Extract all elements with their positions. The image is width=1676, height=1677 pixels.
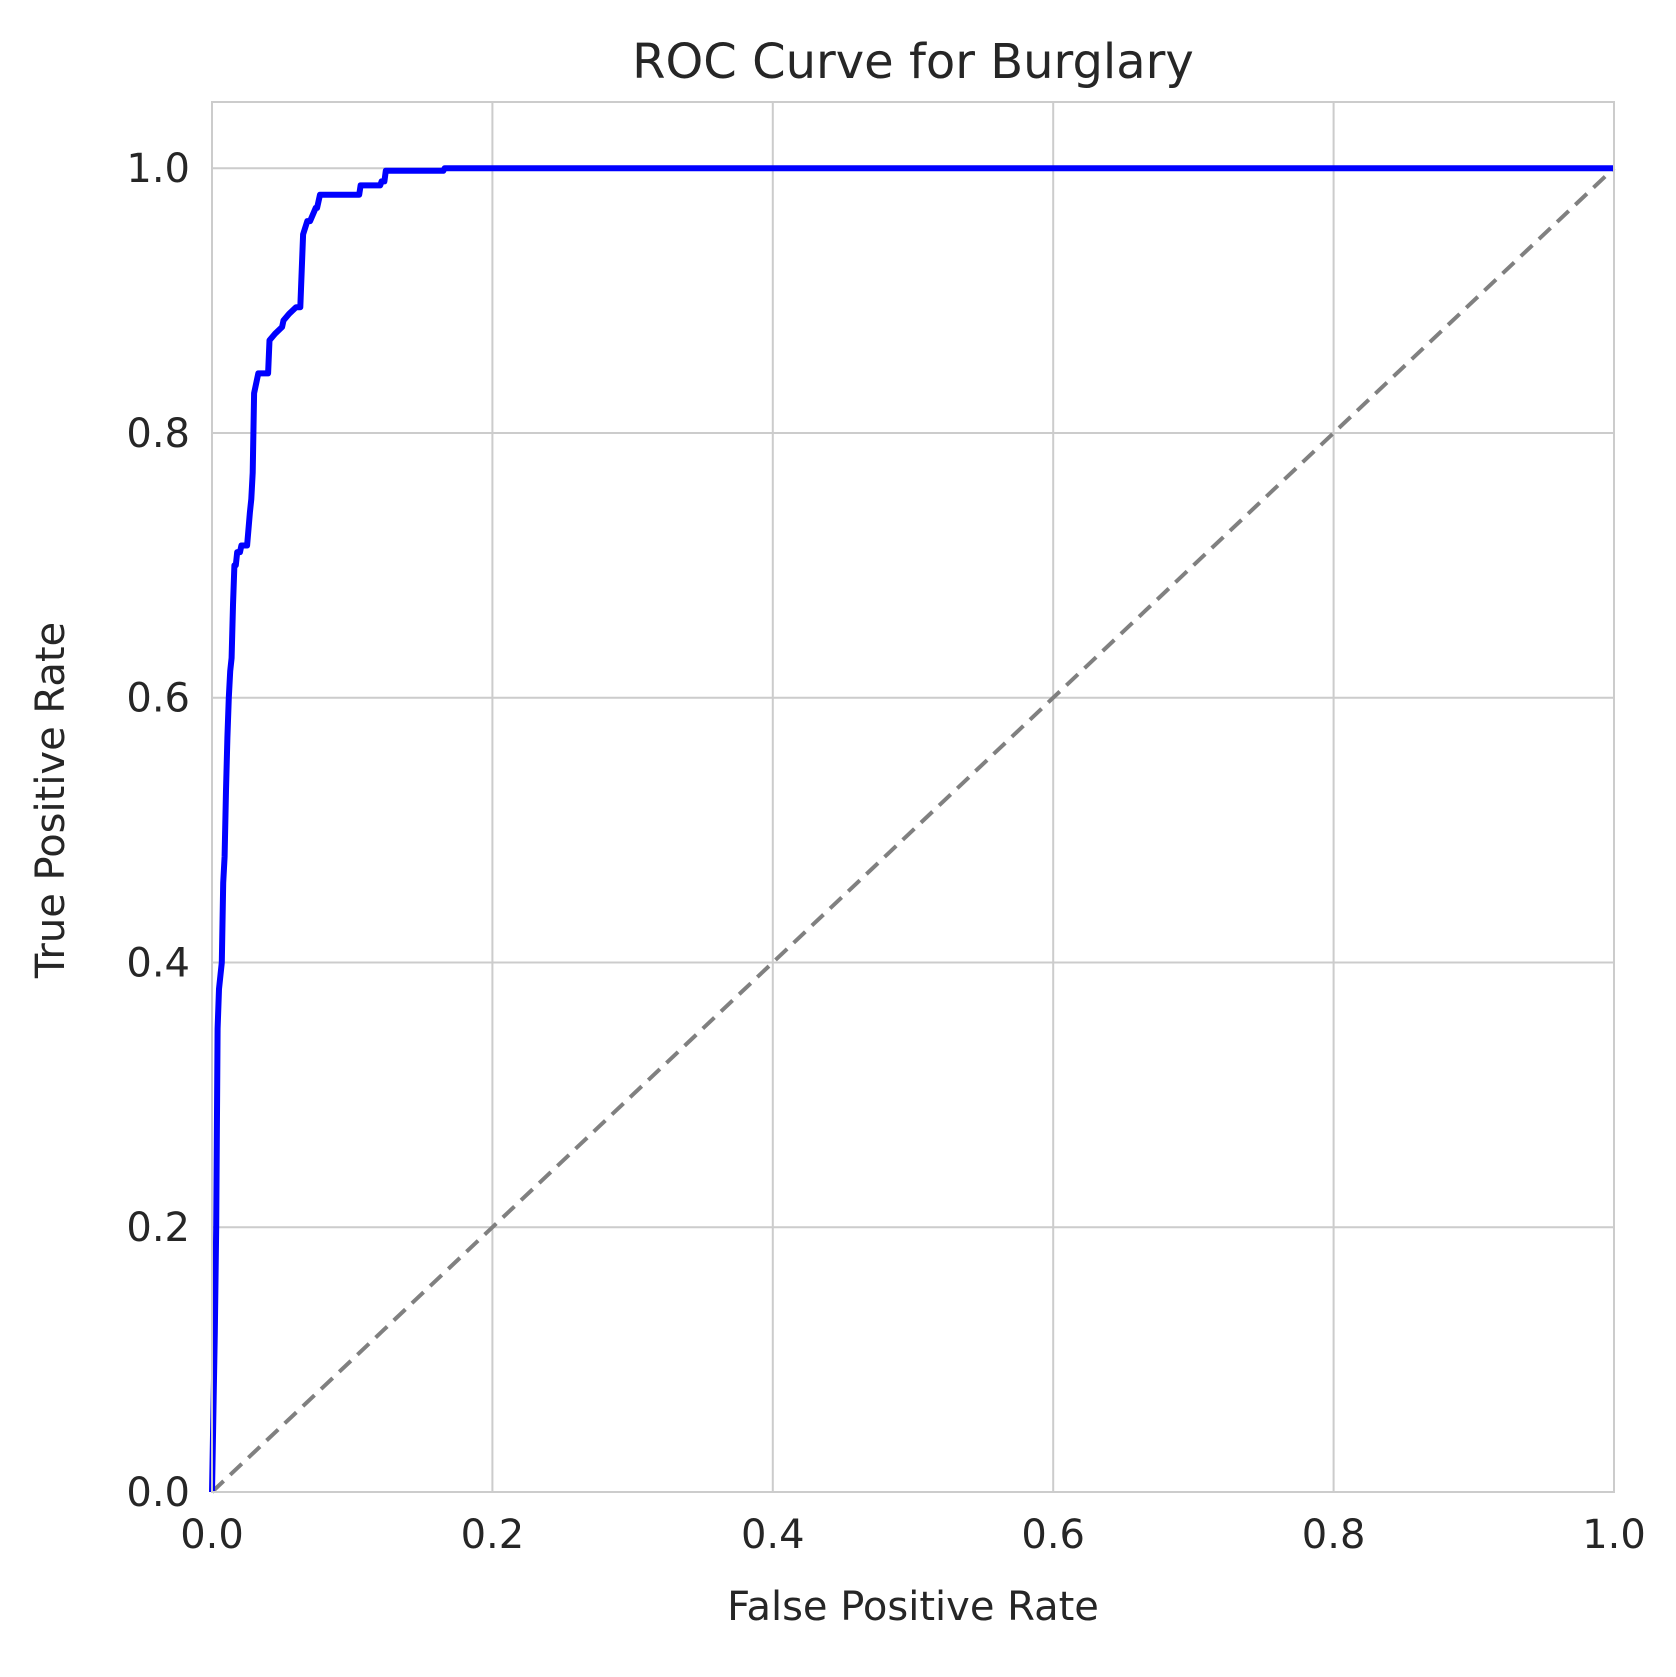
roc-curve-line — [209, 165, 1614, 1493]
y-tick-label: 0.4 — [126, 940, 190, 986]
x-tick-label: 0.8 — [1302, 1512, 1366, 1558]
chart-title: ROC Curve for Burglary — [632, 34, 1194, 90]
series-layer — [209, 165, 1616, 1494]
y-tick-label: 0.8 — [126, 411, 190, 457]
chance-diagonal-line — [210, 166, 1616, 1494]
x-axis-label: False Positive Rate — [727, 1584, 1099, 1630]
x-tick-label: 0.0 — [180, 1512, 244, 1558]
y-tick-label: 0.2 — [126, 1205, 190, 1251]
x-tick-label: 1.0 — [1582, 1512, 1646, 1558]
y-tick-label: 0.0 — [126, 1470, 190, 1516]
tick-labels: 0.0 0.2 0.4 0.6 0.8 1.0 0.0 0.2 0.4 0.6 0.8 1.0 — [126, 146, 1645, 1558]
x-tick-label: 0.2 — [461, 1512, 525, 1558]
y-axis-label: True Positive Rate — [28, 622, 74, 979]
x-tick-label: 0.6 — [1021, 1512, 1085, 1558]
plot-frame — [211, 101, 1615, 1493]
y-tick-label: 0.6 — [126, 676, 190, 722]
x-tick-label: 0.4 — [741, 1512, 805, 1558]
y-tick-label: 1.0 — [126, 146, 190, 192]
